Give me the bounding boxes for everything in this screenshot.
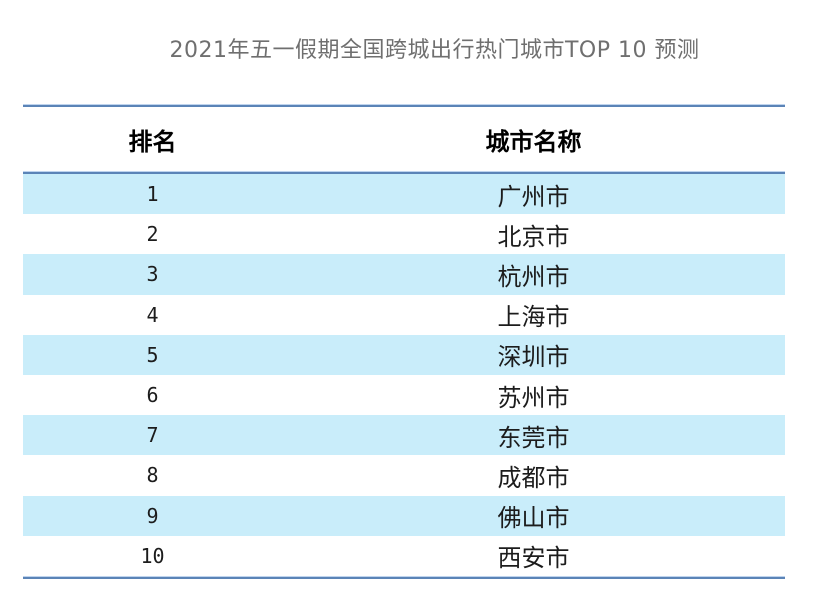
rank-cell: 7 [146,423,159,448]
city-cell: 东莞市 [497,423,570,452]
city-cell: 苏州市 [497,383,570,412]
table-row: 6 苏州市 [23,374,785,416]
city-cell: 广州市 [497,182,570,211]
table-row: 3 杭州市 [23,254,785,295]
rank-cell: 6 [146,383,159,408]
page-title: 2021年五一假期全国跨城出行热门城市TOP 10 预测 [169,38,700,63]
rank-cell: 4 [146,302,159,327]
top10-table: 排名 城市名称 1 广州市 2 北京市 3 杭州市 4 上海市 5 [23,104,785,579]
city-cell: 北京市 [497,222,570,251]
table-body: 1 广州市 2 北京市 3 杭州市 4 上海市 5 深圳市 6 苏州市 [23,174,785,576]
city-cell: 深圳市 [497,343,570,372]
city-cell: 上海市 [497,303,570,332]
table-row: 4 上海市 [23,294,785,335]
rank-cell: 10 [140,543,165,568]
table-row: 1 广州市 [23,174,785,215]
rank-cell: 9 [146,503,159,528]
rank-cell: 3 [146,262,159,287]
table-header-separator [23,171,785,174]
city-cell: 佛山市 [497,504,570,533]
column-header-city: 城市名称 [485,127,582,156]
table-row: 7 东莞市 [23,415,785,456]
table-row: 9 佛山市 [23,495,785,536]
column-header-rank: 排名 [128,127,177,156]
rank-cell: 5 [146,342,159,367]
rank-cell: 2 [146,222,159,247]
table-row: 8 成都市 [23,455,785,496]
table-row: 2 北京市 [23,214,785,255]
table-header-row: 排名 城市名称 [23,107,785,171]
rank-cell: 1 [146,182,159,207]
city-cell: 西安市 [497,544,570,573]
table-top-border [23,104,785,107]
city-cell: 成都市 [497,463,570,492]
table-row: 10 西安市 [23,535,785,576]
table-bottom-border [23,575,785,579]
rank-cell: 8 [146,463,159,488]
city-cell: 杭州市 [497,262,570,291]
table-row: 5 深圳市 [23,334,785,375]
